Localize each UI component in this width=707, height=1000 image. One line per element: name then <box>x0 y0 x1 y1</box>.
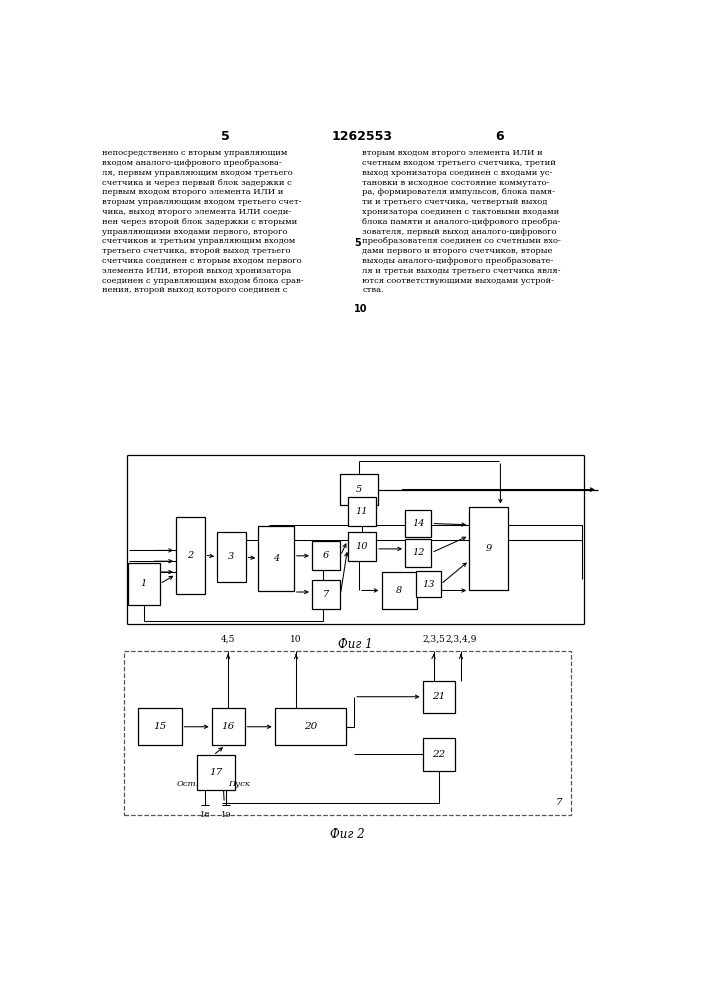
Bar <box>128 563 160 605</box>
Bar <box>138 708 182 745</box>
Text: 7: 7 <box>556 798 562 807</box>
Text: 4: 4 <box>273 554 279 563</box>
Text: 3: 3 <box>228 552 235 561</box>
Text: Пуск: Пуск <box>228 780 250 788</box>
Bar <box>258 526 294 591</box>
Text: 13: 13 <box>422 580 435 589</box>
Text: 6: 6 <box>323 551 329 560</box>
Text: 5: 5 <box>221 130 230 143</box>
Text: 2,3,5: 2,3,5 <box>422 635 445 644</box>
Text: 1: 1 <box>141 579 147 588</box>
Text: 11: 11 <box>356 507 368 516</box>
Bar <box>124 651 571 815</box>
Text: 10: 10 <box>356 542 368 551</box>
Text: 8: 8 <box>396 586 402 595</box>
Bar <box>423 681 455 713</box>
Bar <box>211 708 245 745</box>
Text: 17: 17 <box>209 768 223 777</box>
Text: 19: 19 <box>221 811 231 819</box>
Text: Фиг 1: Фиг 1 <box>338 638 373 651</box>
Bar <box>217 532 245 582</box>
Text: Ост.: Ост. <box>176 780 199 788</box>
Text: 10: 10 <box>354 304 368 314</box>
Bar <box>348 532 376 561</box>
Text: 2,3,4,9: 2,3,4,9 <box>445 635 477 644</box>
Text: 1262553: 1262553 <box>332 130 393 143</box>
Text: Фиг 2: Фиг 2 <box>330 828 365 841</box>
Bar <box>275 708 346 745</box>
Bar <box>312 580 341 609</box>
Text: 12: 12 <box>412 548 424 557</box>
Text: 7: 7 <box>323 590 329 599</box>
Text: 18: 18 <box>199 811 211 819</box>
Text: 6: 6 <box>495 130 503 143</box>
Bar <box>197 755 235 790</box>
Bar <box>176 517 204 594</box>
Text: 22: 22 <box>433 750 445 759</box>
Bar <box>405 539 431 567</box>
Bar <box>469 507 508 590</box>
Text: 20: 20 <box>304 722 317 731</box>
Text: 15: 15 <box>153 722 166 731</box>
Text: 5: 5 <box>356 485 362 494</box>
Bar <box>348 497 376 526</box>
Text: 21: 21 <box>433 692 445 701</box>
Text: 14: 14 <box>412 519 424 528</box>
Text: вторым входом второго элемента ИЛИ и
счетным входом третьего счетчика, третий
вы: вторым входом второго элемента ИЛИ и сче… <box>363 149 561 294</box>
Text: 16: 16 <box>221 722 235 731</box>
Text: 2: 2 <box>187 551 194 560</box>
Bar <box>405 510 431 537</box>
Bar <box>423 738 455 771</box>
Text: 5: 5 <box>354 238 361 248</box>
Bar <box>312 541 341 570</box>
Text: 9: 9 <box>485 544 491 553</box>
Bar <box>382 572 417 609</box>
Text: 4,5: 4,5 <box>221 635 235 644</box>
Text: непосредственно с вторым управляющим
входом аналого-цифрового преобразова-
ля, п: непосредственно с вторым управляющим вхо… <box>102 149 304 294</box>
Text: 10: 10 <box>291 635 302 644</box>
Bar <box>341 474 378 505</box>
Bar <box>416 571 440 597</box>
